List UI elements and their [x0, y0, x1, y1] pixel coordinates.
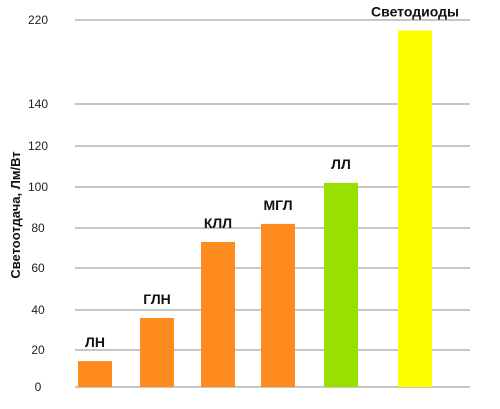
bar-category-label: Светодиоды	[371, 4, 459, 20]
bar-0	[78, 361, 112, 387]
bar-category-label: МГЛ	[263, 197, 292, 213]
bar-4	[324, 182, 358, 387]
bar-category-label: КЛЛ	[204, 215, 232, 231]
bar-3	[261, 223, 295, 387]
y-tick-label: 100	[28, 180, 48, 194]
bar-category-label: ЛН	[85, 334, 105, 350]
y-tick-label: 0	[35, 380, 42, 394]
y-axis-title: Светоотдача, Лм/Вт	[8, 151, 23, 278]
bar-2	[201, 242, 235, 387]
bar-category-label: ЛЛ	[331, 156, 351, 172]
y-tick-label: 20	[31, 343, 45, 357]
y-tick-label: 60	[31, 261, 45, 275]
y-tick-label: 40	[31, 303, 45, 317]
y-tick-label: 140	[28, 97, 48, 111]
data-labels: ЛН ГЛН КЛЛ МГЛ ЛЛ Светодиоды	[85, 4, 459, 351]
bar-layer	[78, 30, 432, 387]
y-tick-label: 120	[28, 139, 48, 153]
y-tick-label: 80	[31, 221, 45, 235]
y-tick-label: 220	[28, 13, 48, 27]
bar-1	[140, 318, 174, 387]
y-axis: 0 20 40 60 80 100 120 140 220	[28, 13, 48, 394]
bar-5	[398, 30, 432, 387]
bar-category-label: ГЛН	[143, 291, 171, 307]
